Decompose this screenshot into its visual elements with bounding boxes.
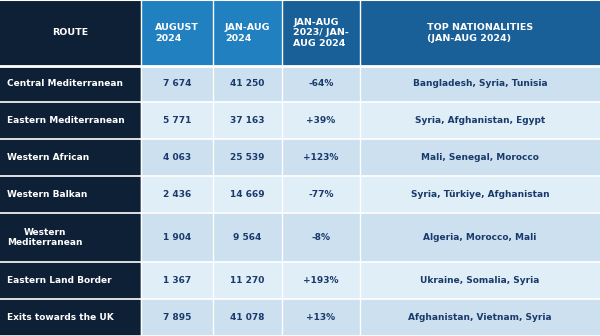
- Bar: [282, 0, 360, 66]
- Bar: [360, 176, 600, 213]
- Bar: [141, 213, 213, 262]
- Text: 9 564: 9 564: [233, 233, 262, 242]
- Text: +193%: +193%: [303, 276, 339, 285]
- Text: TOP NATIONALITIES
(JAN-AUG 2024): TOP NATIONALITIES (JAN-AUG 2024): [427, 23, 533, 43]
- Bar: [213, 176, 282, 213]
- Text: Exits towards the UK: Exits towards the UK: [7, 313, 114, 322]
- Bar: [282, 139, 360, 176]
- Text: Ukraine, Somalia, Syria: Ukraine, Somalia, Syria: [421, 276, 539, 285]
- Text: JAN-AUG
2024: JAN-AUG 2024: [225, 23, 270, 43]
- Text: +13%: +13%: [307, 313, 335, 322]
- Text: 14 669: 14 669: [230, 190, 265, 199]
- Bar: [360, 0, 600, 66]
- Bar: [360, 213, 600, 262]
- Text: Central Mediterranean: Central Mediterranean: [7, 79, 123, 88]
- Text: +123%: +123%: [304, 153, 338, 162]
- Bar: [360, 102, 600, 139]
- Bar: [141, 66, 213, 102]
- Bar: [141, 299, 213, 336]
- Bar: [0, 102, 141, 139]
- Bar: [0, 262, 141, 299]
- Text: 7 895: 7 895: [163, 313, 191, 322]
- Text: 1 367: 1 367: [163, 276, 191, 285]
- Bar: [213, 102, 282, 139]
- Bar: [282, 299, 360, 336]
- Bar: [360, 139, 600, 176]
- Text: Western Balkan: Western Balkan: [7, 190, 88, 199]
- Text: 5 771: 5 771: [163, 116, 191, 125]
- Text: Western
Mediterranean: Western Mediterranean: [7, 228, 83, 247]
- Text: 2 436: 2 436: [163, 190, 191, 199]
- Text: Syria, Afghanistan, Egypt: Syria, Afghanistan, Egypt: [415, 116, 545, 125]
- Text: ROUTE: ROUTE: [52, 28, 89, 37]
- Text: 4 063: 4 063: [163, 153, 191, 162]
- Text: Eastern Land Border: Eastern Land Border: [7, 276, 112, 285]
- Bar: [213, 0, 282, 66]
- Text: Syria, Türkiye, Afghanistan: Syria, Türkiye, Afghanistan: [410, 190, 550, 199]
- Text: Afghanistan, Vietnam, Syria: Afghanistan, Vietnam, Syria: [408, 313, 552, 322]
- Bar: [141, 262, 213, 299]
- Text: 11 270: 11 270: [230, 276, 265, 285]
- Text: -8%: -8%: [311, 233, 331, 242]
- Bar: [0, 139, 141, 176]
- Bar: [0, 0, 141, 66]
- Bar: [0, 66, 141, 102]
- Text: Western African: Western African: [7, 153, 89, 162]
- Bar: [213, 213, 282, 262]
- Bar: [141, 139, 213, 176]
- Bar: [213, 139, 282, 176]
- Bar: [282, 66, 360, 102]
- Text: Algeria, Morocco, Mali: Algeria, Morocco, Mali: [424, 233, 536, 242]
- Text: JAN-AUG
2023/ JAN-
AUG 2024: JAN-AUG 2023/ JAN- AUG 2024: [293, 17, 349, 48]
- Bar: [282, 262, 360, 299]
- Text: 25 539: 25 539: [230, 153, 265, 162]
- Text: Mali, Senegal, Morocco: Mali, Senegal, Morocco: [421, 153, 539, 162]
- Bar: [0, 176, 141, 213]
- Text: Bangladesh, Syria, Tunisia: Bangladesh, Syria, Tunisia: [413, 79, 547, 88]
- Bar: [282, 102, 360, 139]
- Text: 1 904: 1 904: [163, 233, 191, 242]
- Text: 37 163: 37 163: [230, 116, 265, 125]
- Text: 41 250: 41 250: [230, 79, 265, 88]
- Text: -64%: -64%: [308, 79, 334, 88]
- Bar: [141, 0, 213, 66]
- Bar: [360, 66, 600, 102]
- Text: -77%: -77%: [308, 190, 334, 199]
- Bar: [141, 102, 213, 139]
- Text: Eastern Mediterranean: Eastern Mediterranean: [7, 116, 125, 125]
- Bar: [141, 176, 213, 213]
- Bar: [213, 262, 282, 299]
- Bar: [282, 213, 360, 262]
- Text: 41 078: 41 078: [230, 313, 265, 322]
- Text: AUGUST
2024: AUGUST 2024: [155, 23, 199, 43]
- Bar: [0, 213, 141, 262]
- Bar: [213, 66, 282, 102]
- Bar: [213, 299, 282, 336]
- Text: 7 674: 7 674: [163, 79, 191, 88]
- Bar: [282, 176, 360, 213]
- Bar: [360, 299, 600, 336]
- Bar: [360, 262, 600, 299]
- Bar: [0, 299, 141, 336]
- Text: +39%: +39%: [307, 116, 335, 125]
